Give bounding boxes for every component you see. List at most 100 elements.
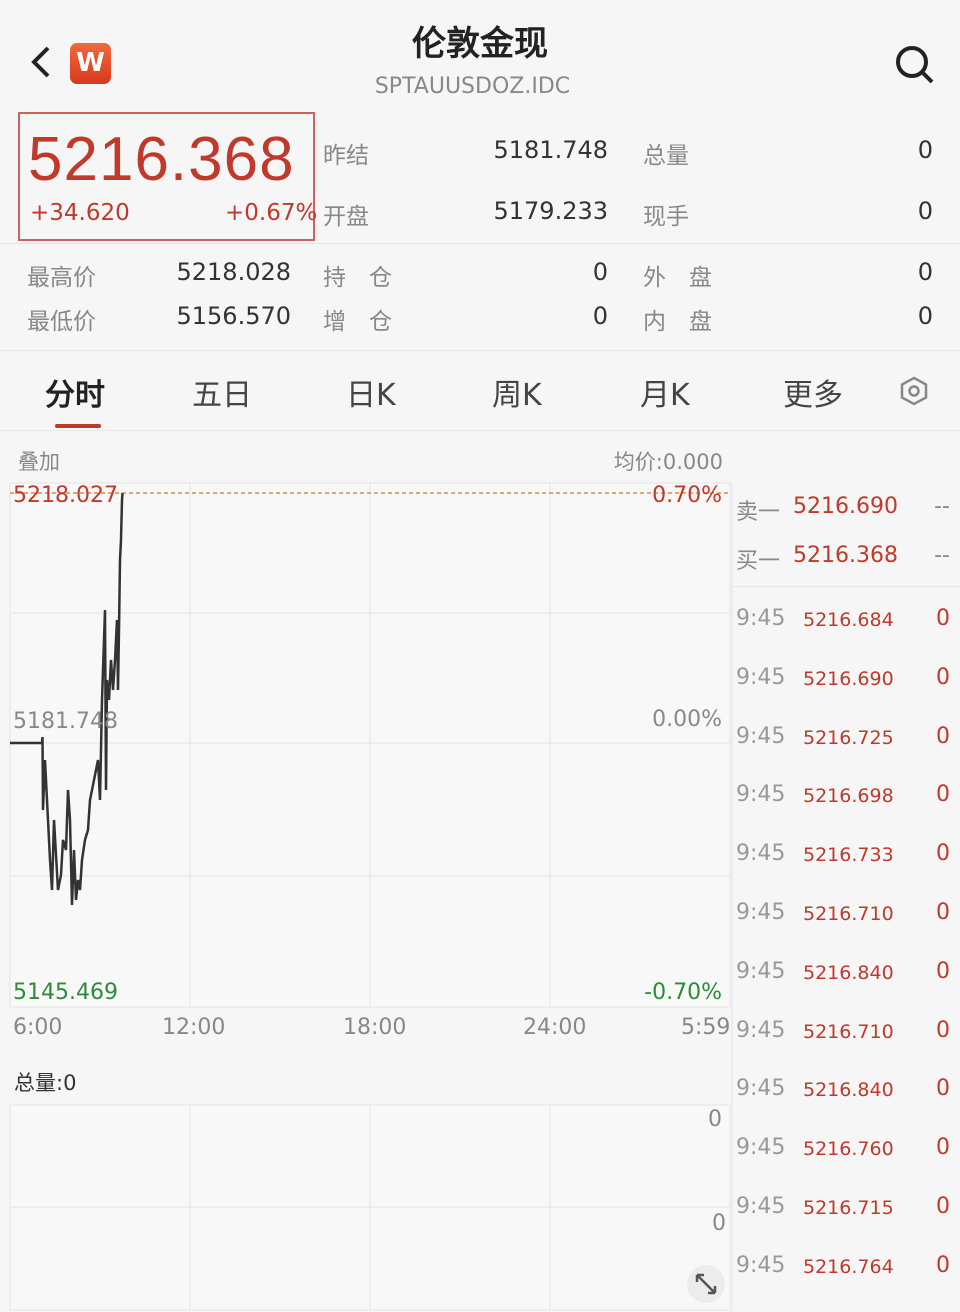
trade-qty: 0 — [936, 958, 950, 984]
trade-qty: 0 — [936, 1252, 950, 1278]
trade-qty: 0 — [936, 1076, 950, 1102]
volume-label-top: 0 — [708, 1107, 722, 1132]
trade-price: 5216.760 — [803, 1138, 894, 1161]
hexagon-settings-icon[interactable] — [898, 375, 930, 407]
trade-price: 5216.698 — [803, 785, 894, 808]
pct-label-top: 0.70% — [652, 483, 722, 508]
stat-value: 5218.028 — [176, 258, 291, 286]
stat-label: 最低价 — [27, 309, 96, 335]
stat-value: 0 — [917, 302, 933, 330]
divider — [0, 430, 960, 431]
stat-value: 0 — [917, 258, 933, 286]
stat-value: 5179.233 — [493, 197, 608, 225]
price-change-pct: +0.67% — [225, 200, 318, 226]
volume-total: 总量:0 — [14, 1071, 77, 1095]
stat-value: 0 — [592, 258, 608, 286]
y-label-top: 5218.027 — [13, 483, 118, 508]
stat-label: 总量 — [643, 143, 689, 169]
y-label-mid: 5181.748 — [13, 709, 118, 734]
trade-price: 5216.684 — [803, 609, 894, 631]
overlay-button[interactable]: 叠加 — [18, 450, 60, 474]
stat-label: 开盘 — [323, 204, 369, 230]
stat-value: 0 — [917, 197, 933, 225]
trade-time: 9:45 — [736, 723, 786, 749]
stat-value: 5156.570 — [176, 302, 291, 330]
order-book-label: 卖一 — [736, 500, 781, 525]
trade-qty: 0 — [936, 1194, 950, 1219]
order-book-qty: -- — [934, 543, 950, 568]
pct-label-bottom: -0.70% — [644, 980, 722, 1005]
trade-price: 5216.764 — [803, 1255, 894, 1278]
trade-qty: 0 — [936, 782, 950, 808]
tab-monthly-k[interactable]: 月K — [640, 378, 690, 413]
trade-time: 9:45 — [736, 958, 786, 984]
trade-qty: 0 — [936, 723, 950, 749]
divider — [733, 586, 960, 587]
tab-intraday[interactable]: 分时 — [45, 378, 105, 413]
tab-more[interactable]: 更多 — [783, 378, 843, 413]
divider — [0, 350, 960, 351]
trade-price: 5216.690 — [803, 667, 894, 690]
trade-price: 5216.840 — [803, 961, 894, 984]
trade-qty: 0 — [936, 841, 950, 867]
tab-weekly-k[interactable]: 周K — [492, 378, 542, 413]
price-change: +34.620 — [30, 200, 130, 226]
price-box — [18, 112, 315, 241]
order-book-label: 买一 — [736, 549, 781, 574]
trade-price: 5216.733 — [803, 844, 894, 867]
chevron-left-icon[interactable] — [28, 42, 58, 82]
trade-price: 5216.710 — [803, 1020, 894, 1043]
x-tick: 12:00 — [162, 1015, 226, 1040]
pct-label-mid: 0.00% — [652, 707, 722, 732]
stat-value: 0 — [917, 136, 933, 164]
volume-label-mid: 0 — [712, 1211, 726, 1236]
stat-label: 最高价 — [27, 265, 96, 291]
app-logo: W — [70, 43, 111, 84]
order-book-price: 5216.690 — [793, 494, 898, 519]
tab-five-day[interactable]: 五日 — [192, 378, 252, 413]
trade-time: 9:45 — [736, 1076, 786, 1102]
trade-qty: 0 — [936, 606, 950, 631]
stat-label: 持 仓 — [323, 265, 392, 291]
order-book-price: 5216.368 — [793, 543, 898, 568]
page-title: 伦敦金现 — [412, 24, 548, 64]
trade-time: 9:45 — [736, 664, 786, 690]
trade-price: 5216.725 — [803, 726, 894, 749]
last-price: 5216.368 — [28, 125, 295, 194]
stat-label: 增 仓 — [323, 309, 392, 335]
trade-time: 9:45 — [736, 782, 786, 808]
trade-price: 5216.840 — [803, 1079, 894, 1102]
trade-time: 9:45 — [736, 1135, 786, 1161]
stat-label: 现手 — [643, 204, 689, 230]
symbol-code: SPTAUUSDOZ.IDC — [374, 74, 571, 99]
trade-time: 9:45 — [736, 606, 786, 631]
stat-value: 5181.748 — [493, 136, 608, 164]
trade-qty: 0 — [936, 1017, 950, 1043]
x-tick: 6:00 — [13, 1015, 63, 1040]
active-tab-indicator — [55, 424, 101, 428]
trade-price: 5216.715 — [803, 1197, 894, 1219]
stat-value: 0 — [592, 302, 608, 330]
order-book-qty: -- — [934, 494, 950, 519]
trade-time: 9:45 — [736, 1194, 786, 1219]
search-icon[interactable] — [892, 42, 936, 86]
trade-qty: 0 — [936, 664, 950, 690]
x-tick: 5:59 — [681, 1015, 731, 1040]
avg-price: 均价:0.000 — [613, 450, 723, 474]
trade-time: 9:45 — [736, 900, 786, 925]
trade-time: 9:45 — [736, 1252, 786, 1278]
trade-time: 9:45 — [736, 1017, 786, 1043]
stat-label: 昨结 — [323, 143, 369, 169]
divider — [0, 243, 960, 244]
y-label-bottom: 5145.469 — [13, 980, 118, 1005]
trade-qty: 0 — [936, 900, 950, 925]
stat-label: 内 盘 — [643, 309, 712, 335]
tab-daily-k[interactable]: 日K — [346, 378, 396, 413]
trade-price: 5216.710 — [803, 903, 894, 925]
stat-label: 外 盘 — [643, 265, 712, 291]
trade-qty: 0 — [936, 1135, 950, 1161]
x-tick: 18:00 — [343, 1015, 407, 1040]
price-line — [10, 492, 124, 906]
expand-icon[interactable] — [686, 1264, 726, 1304]
